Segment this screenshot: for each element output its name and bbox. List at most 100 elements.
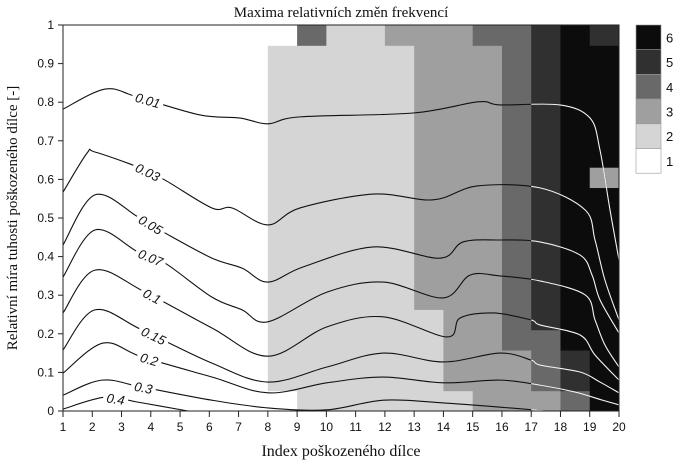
x-tick-label: 14 — [437, 420, 451, 434]
contour-label: 0.3 — [130, 378, 158, 397]
y-axis-label: Relativní míra tuhosti poškozeného dílce… — [5, 86, 21, 351]
contour-label-text: 0.01 — [133, 90, 161, 111]
heatmap-cell-level-5 — [531, 25, 561, 331]
heatmap-cell-level-4 — [531, 329, 561, 392]
contour-line-0.3 — [62, 379, 548, 412]
x-tick-label: 17 — [525, 420, 539, 434]
heatmap-cell-level-3 — [414, 25, 444, 310]
heatmap-cell-level-6 — [589, 187, 620, 412]
heatmap-cell-level-4 — [472, 25, 503, 46]
contour-label-text: 0.4 — [106, 390, 126, 408]
heatmap-cell-level-4 — [560, 390, 591, 412]
x-tick-label: 12 — [378, 420, 392, 434]
x-tick-label: 9 — [294, 420, 301, 434]
heatmap-cell-level-1 — [180, 25, 210, 412]
colorbar-swatch-6 — [635, 24, 662, 51]
heatmap-cell-level-2 — [267, 45, 298, 392]
colorbar-swatch-2 — [635, 123, 662, 149]
contour-line-0.2-dark-segment — [531, 383, 619, 406]
contour-label-text: 0.2 — [138, 350, 160, 370]
contour-label: 0.4 — [102, 389, 130, 408]
heatmap-cell-level-3 — [443, 25, 474, 392]
heatmap-cell-level-1 — [92, 25, 123, 412]
contour-label: 0.2 — [135, 348, 164, 370]
y-tick-label: 0.3 — [37, 288, 54, 302]
y-tick-label: 1 — [47, 18, 54, 32]
x-tick-label: 6 — [206, 420, 213, 434]
heatmap-cell-level-2 — [326, 25, 357, 412]
y-tick-label: 0.8 — [37, 95, 54, 109]
contour-label-background — [130, 158, 166, 185]
colorbar-label: 5 — [666, 55, 673, 70]
heatmap-cell-level-2 — [297, 45, 327, 412]
contour-label-background — [138, 283, 167, 308]
contour-label-background — [133, 210, 169, 238]
colorbar-label: 6 — [666, 30, 673, 45]
x-axis-label: Index poškozeného dílce — [261, 443, 420, 460]
y-tick-label: 0.4 — [37, 250, 54, 264]
heatmap-cell-level-6 — [589, 45, 620, 168]
x-tick-label: 2 — [89, 420, 96, 434]
contour-label-background — [135, 348, 164, 369]
heatmap-cell-level-2 — [355, 25, 386, 412]
y-tick-label: 0.5 — [37, 211, 54, 225]
x-tick-label: 13 — [407, 420, 421, 434]
heatmap-cell-level-4 — [501, 25, 532, 351]
colorbar-swatch-4 — [635, 74, 662, 100]
x-tick-label: 8 — [264, 420, 271, 434]
heatmap-cell-level-2 — [443, 390, 474, 412]
colorbar-label: 3 — [666, 104, 673, 119]
heatmap-cell-level-4 — [297, 25, 327, 46]
heatmap-cell-level-1 — [267, 390, 298, 412]
heatmap-cell-level-6 — [560, 25, 591, 351]
contour-line-0.07-dark-segment — [531, 278, 619, 368]
y-axis: 0 0.1 0.2 0.3 0.4 0.5 0.6 0.7 0.8 0.9 1 — [37, 18, 63, 418]
colorbar-swatch-3 — [635, 98, 662, 125]
x-axis: 1 2 3 4 5 6 7 8 9 10 11 12 13 14 15 16 17 18 19 20 — [60, 411, 626, 434]
x-tick-label: 7 — [235, 420, 242, 434]
chart-title: Maxima relativních změn frekvencí — [234, 5, 449, 21]
y-tick-label: 0.2 — [37, 327, 54, 341]
contour-label-background — [130, 88, 166, 111]
contour-label-background — [136, 322, 172, 348]
y-tick-label: 0 — [47, 404, 54, 418]
heatmap-cell-level-1 — [63, 25, 93, 412]
heatmap-cell-level-3 — [472, 45, 503, 412]
heatmap-cell-level-1 — [267, 25, 298, 46]
x-tick-label: 15 — [466, 420, 480, 434]
contour-line-0.15-dark-segment — [531, 359, 619, 394]
y-tick-label: 0.1 — [37, 365, 54, 379]
contour-line-0.05-dark-segment — [531, 240, 619, 334]
x-tick-label: 4 — [147, 420, 154, 434]
contour-label-text: 0.3 — [133, 379, 154, 397]
colorbar: 6 5 4 3 2 1 — [635, 24, 673, 174]
contour-label-background — [102, 389, 130, 407]
contour-label-background — [130, 378, 158, 396]
x-tick-label: 5 — [177, 420, 184, 434]
heatmap-cell-level-1 — [238, 25, 269, 412]
contour-label-background — [133, 244, 169, 269]
contour-label: 0.01 — [130, 88, 166, 111]
x-tick-label: 3 — [118, 420, 125, 434]
contour-line-0.03-dark-segment — [531, 185, 619, 321]
contour-line-0.1-dark-segment — [531, 319, 619, 381]
x-tick-label: 18 — [554, 420, 568, 434]
heatmap-cell-level-5 — [589, 25, 620, 46]
heatmap-cell-level-3 — [384, 25, 415, 46]
y-tick-label: 0.7 — [37, 134, 54, 148]
colorbar-swatch-1 — [635, 148, 662, 174]
colorbar-label: 4 — [666, 80, 673, 95]
x-tick-label: 1 — [60, 420, 67, 434]
heatmap-cell-level-2 — [384, 45, 415, 412]
x-tick-label: 11 — [349, 420, 362, 434]
heatmap-cell-level-1 — [209, 25, 240, 412]
heatmap-cell-level-3 — [531, 390, 561, 412]
contour-line-0.01-dark-segment — [531, 103, 619, 261]
x-tick-label: 10 — [320, 420, 334, 434]
colorbar-label: 1 — [666, 154, 673, 169]
x-tick-label: 20 — [612, 420, 626, 434]
colorbar-swatch-5 — [635, 49, 662, 75]
x-tick-label: 19 — [583, 420, 597, 434]
x-tick-label: 16 — [495, 420, 509, 434]
